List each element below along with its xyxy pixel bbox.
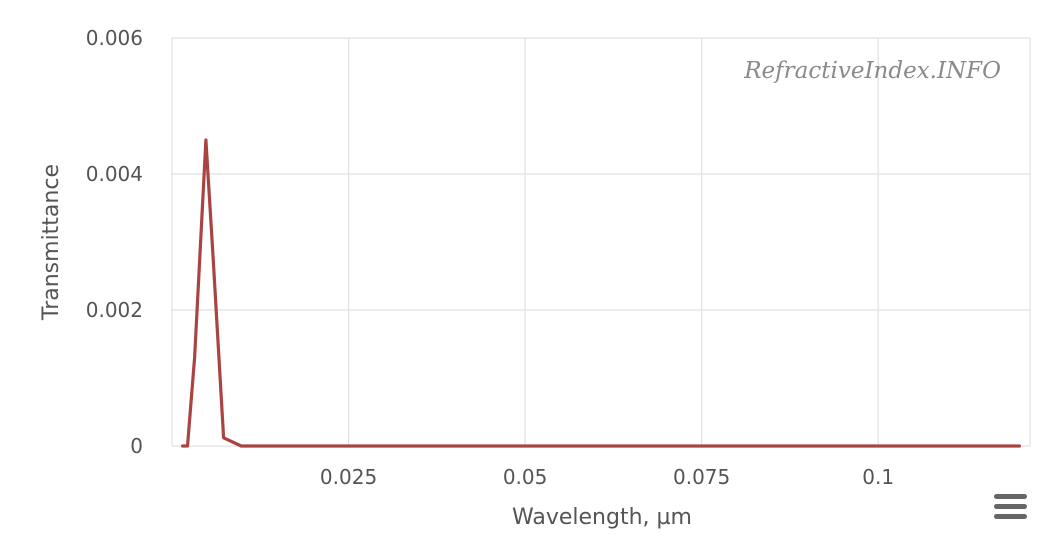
y-tick-label: 0.002: [86, 298, 143, 322]
x-tick-label: 0.075: [673, 465, 730, 489]
hamburger-menu-icon[interactable]: [992, 492, 1028, 522]
y-axis-tick-labels: 0 0.002 0.004 0.006: [86, 26, 143, 458]
grid-lines: [171, 37, 1031, 447]
y-tick-label: 0.004: [86, 162, 143, 186]
x-axis-title: Wavelength, µm: [512, 505, 692, 530]
series-line: [181, 138, 1021, 448]
x-tick-label: 0.025: [320, 465, 377, 489]
y-tick-label: 0.006: [86, 26, 143, 50]
series-group: [181, 138, 1021, 448]
y-tick-label: 0: [130, 434, 143, 458]
y-axis-title: Transmittance: [39, 164, 64, 321]
x-tick-label: 0.1: [862, 465, 894, 489]
watermark-text: RefractiveIndex.INFO: [743, 58, 1001, 84]
x-axis-tick-labels: 0.025 0.05 0.075 0.1: [320, 465, 894, 489]
x-tick-label: 0.05: [503, 465, 548, 489]
